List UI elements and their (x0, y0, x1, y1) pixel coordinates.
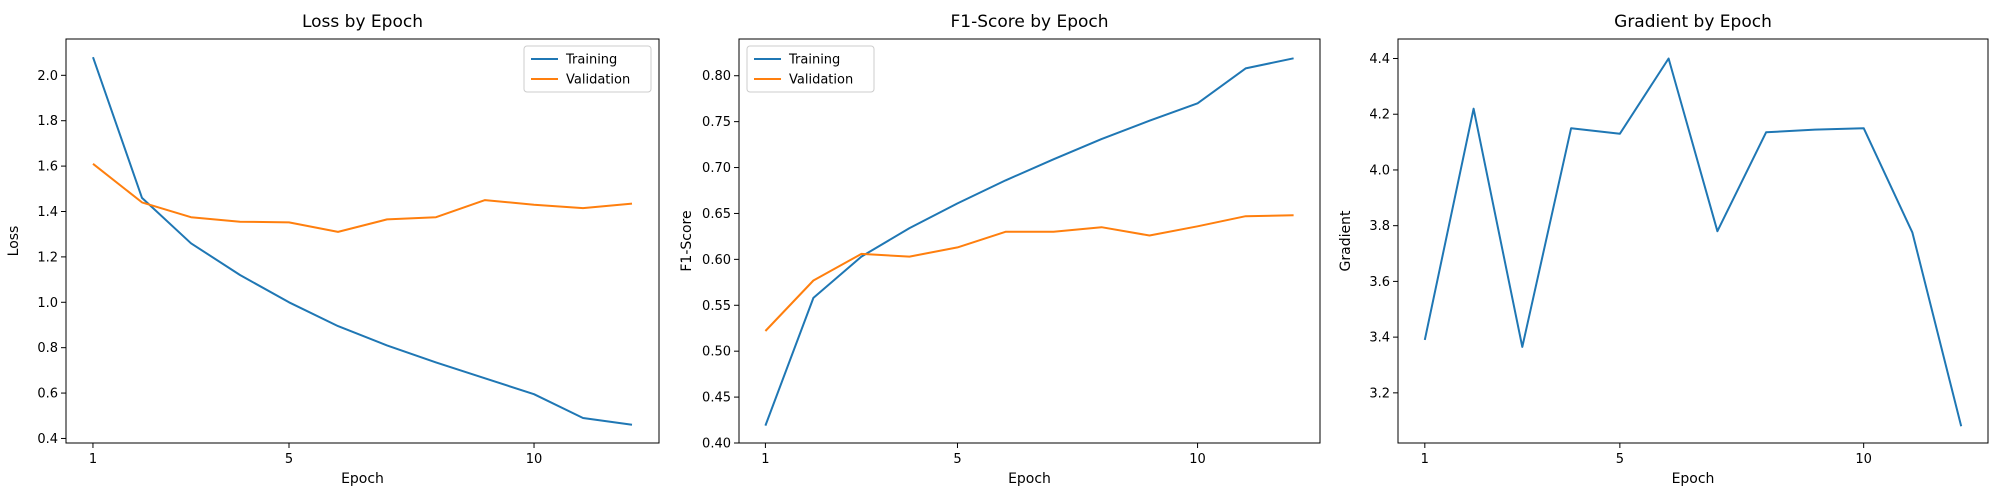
series-line-validation (92, 163, 633, 233)
y-tick-label: 0.75 (702, 115, 731, 130)
legend-box (523, 45, 652, 93)
y-tick-label: 3.6 (1369, 275, 1390, 290)
y-tick-label: 3.2 (1369, 386, 1390, 401)
y-tick-label: 1.2 (37, 250, 58, 265)
x-axis-label: Epoch (341, 471, 384, 487)
chart-panel-3: Gradient by Epoch 1 5 10 3.2 3.4 3.6 3.8 4.0 4.2 4… (1338, 12, 1989, 487)
x-tick-label: 5 (285, 452, 293, 467)
legend-label: Training (565, 53, 617, 68)
y-tick-label: 1.0 (37, 296, 58, 311)
y-tick-label: 1.8 (37, 114, 58, 129)
legend: Training Validation (746, 45, 875, 93)
y-tick-label: 0.40 (702, 437, 731, 452)
legend: Training Validation (523, 45, 652, 93)
legend-label: Validation (566, 73, 630, 88)
series-line-training (764, 57, 1294, 426)
y-tick-label: 0.4 (37, 432, 58, 447)
y-axis-label: F1-Score (679, 210, 695, 271)
y-tick-label: 0.55 (702, 299, 731, 314)
y-tick-label: 0.50 (702, 345, 731, 360)
y-tick-label: 3.4 (1369, 331, 1390, 346)
x-tick-label: 1 (761, 452, 769, 467)
legend-box (746, 45, 875, 93)
series-line-training (92, 56, 633, 426)
y-tick-label: 4.2 (1369, 108, 1390, 123)
chart-title: F1-Score by Epoch (950, 12, 1108, 32)
y-axis-label: Loss (6, 226, 22, 257)
x-tick-label: 1 (89, 452, 97, 467)
chart-panel-2: F1-Score by Epoch 1 5 10 0.40 0.45 0.50 0.55 0.6… (679, 12, 1321, 487)
y-axis-label: Gradient (1338, 210, 1354, 271)
x-axis-label: Epoch (1672, 471, 1715, 487)
x-axis-label: Epoch (1008, 471, 1051, 487)
chart-title: Gradient by Epoch (1614, 12, 1772, 32)
y-tick-label: 2.0 (37, 69, 58, 84)
y-tick-label: 4.4 (1369, 52, 1390, 67)
x-tick-label: 10 (1189, 452, 1206, 467)
y-tick-label: 0.45 (702, 391, 731, 406)
chart-title: Loss by Epoch (302, 12, 423, 32)
y-tick-label: 0.6 (37, 387, 58, 402)
x-tick-label: 10 (1855, 452, 1872, 467)
series-line-series (1423, 57, 1963, 427)
series-line-validation (764, 214, 1294, 332)
x-tick-label: 10 (526, 452, 543, 467)
y-tick-label: 0.80 (702, 69, 731, 84)
plot-frame (1397, 38, 1989, 444)
plot-frame (738, 38, 1321, 444)
chart-panel-1: Loss by Epoch 1 5 10 0.4 0.6 0.8 1.0 1.2 1.4 1.6 1.… (6, 12, 660, 487)
plot-frame (65, 38, 660, 444)
y-tick-label: 0.8 (37, 341, 58, 356)
x-tick-label: 1 (1421, 452, 1429, 467)
y-tick-label: 0.65 (702, 207, 731, 222)
x-tick-label: 5 (953, 452, 961, 467)
legend-label: Training (788, 53, 840, 68)
y-tick-label: 1.4 (37, 205, 58, 220)
y-tick-label: 0.70 (702, 161, 731, 176)
y-tick-label: 1.6 (37, 160, 58, 175)
x-tick-label: 5 (1616, 452, 1624, 467)
y-tick-label: 3.8 (1369, 219, 1390, 234)
y-tick-label: 0.60 (702, 253, 731, 268)
legend-label: Validation (789, 73, 853, 88)
y-tick-label: 4.0 (1369, 163, 1390, 178)
